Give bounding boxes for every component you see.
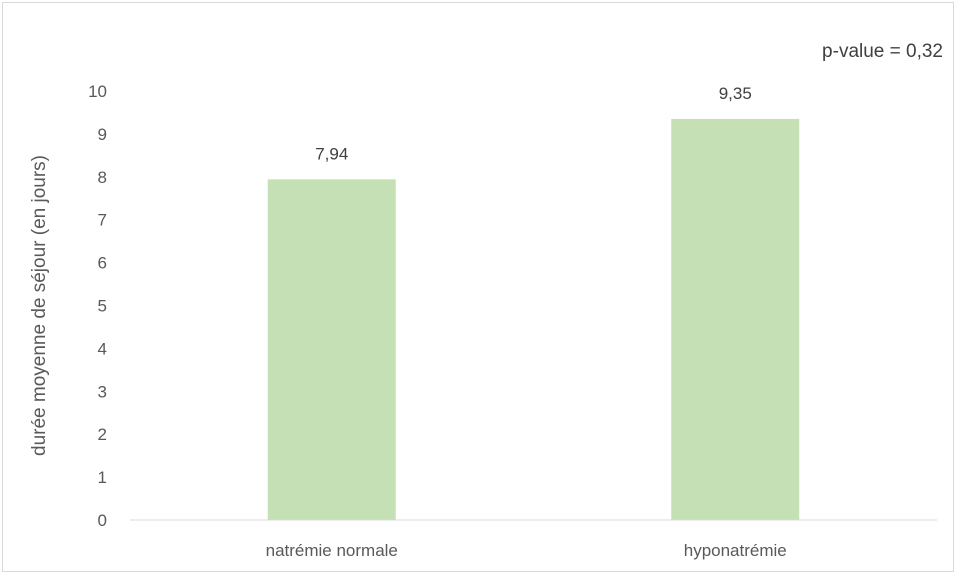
y-tick-label: 1 (98, 468, 107, 487)
x-category-label: natrémie normale (266, 541, 398, 560)
y-axis-title: durée moyenne de séjour (en jours) (29, 155, 50, 456)
x-category-label: hyponatrémie (684, 541, 787, 560)
category-labels-group: natrémie normale hyponatrémie (266, 541, 787, 560)
bars-group (267, 118, 800, 520)
bar-1 (671, 118, 800, 520)
y-tick-label: 10 (88, 82, 107, 101)
data-labels-group: 7,94 9,35 (315, 84, 752, 163)
y-tick-label: 9 (98, 125, 107, 144)
y-tick-label: 8 (98, 168, 107, 187)
y-tick-label: 4 (98, 339, 107, 358)
y-axis-ticks: 0 1 2 3 4 5 6 7 8 9 10 (88, 82, 107, 530)
y-tick-label: 7 (98, 211, 107, 230)
bar-value-label: 7,94 (315, 144, 348, 163)
y-tick-label: 5 (98, 297, 107, 316)
bar-value-label: 9,35 (719, 84, 752, 103)
y-tick-label: 0 (98, 511, 107, 530)
y-tick-label: 6 (98, 254, 107, 273)
p-value-annotation: p-value = 0,32 (822, 41, 943, 62)
y-tick-label: 3 (98, 382, 107, 401)
bar-0 (267, 179, 396, 520)
y-tick-label: 2 (98, 425, 107, 444)
